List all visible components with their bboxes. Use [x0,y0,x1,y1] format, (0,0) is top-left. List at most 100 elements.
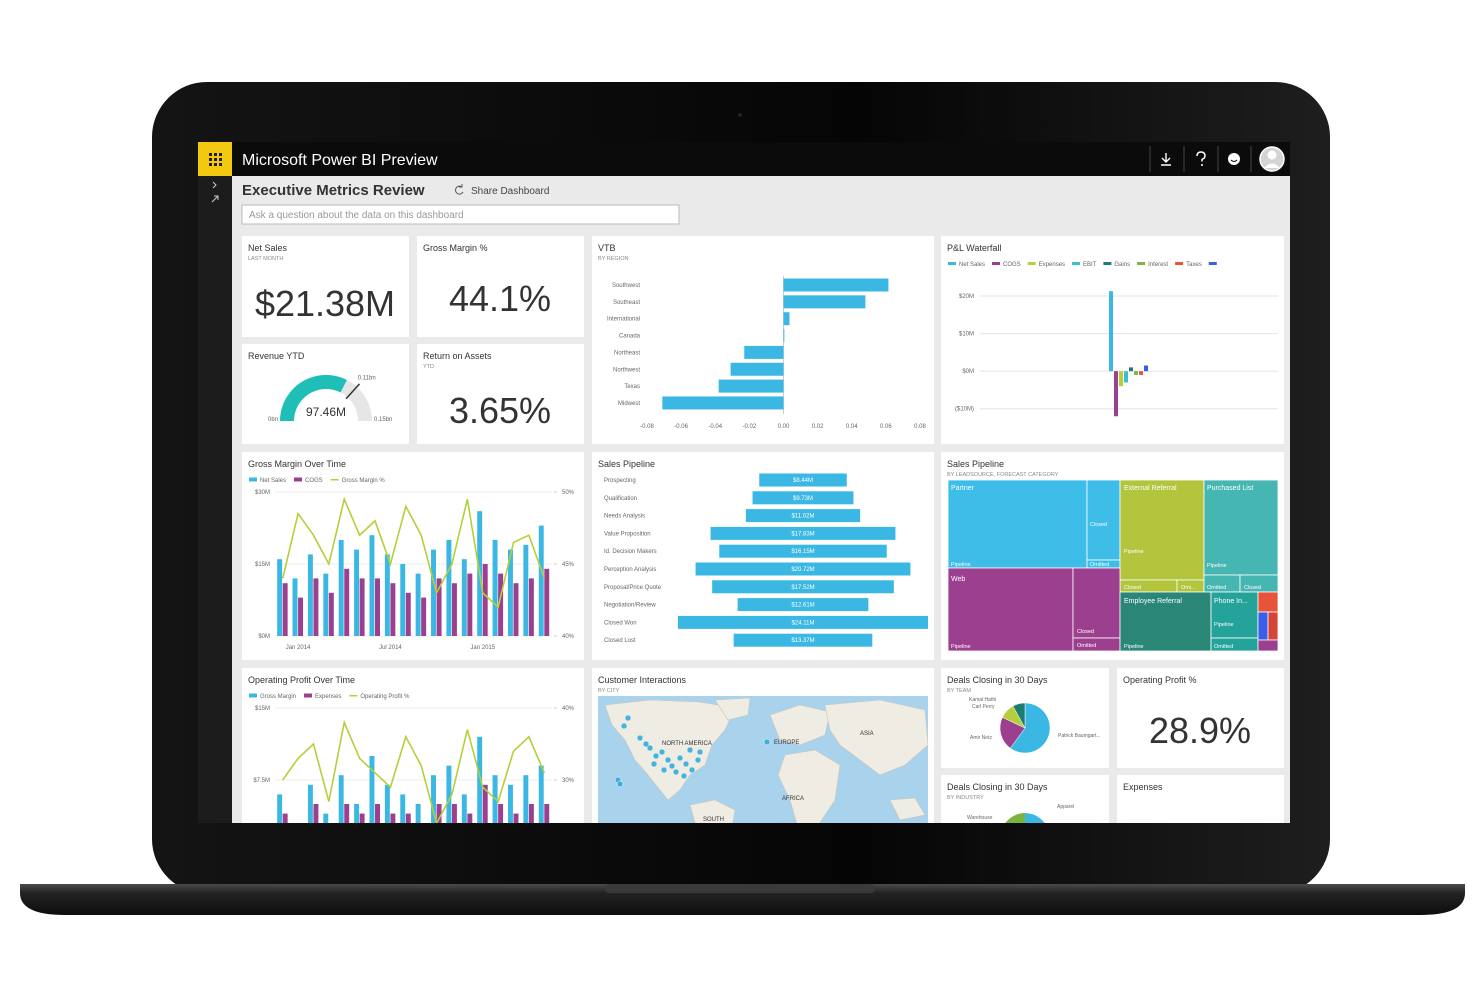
bar [446,765,452,823]
camera [738,113,742,117]
slice-label: Warehouse [967,815,993,821]
treemap-group-label: Purchased List [1207,485,1253,492]
treemap-cell [1257,591,1279,613]
map-point [763,738,771,746]
bar [482,784,488,823]
value-label: $20.72M [791,567,814,573]
treemap-cell [1119,591,1212,652]
x-tick-label: 0.06 [880,424,892,430]
category-label: Northwest [613,367,640,373]
treemap-part-label: Omitted [1090,562,1109,568]
bar [730,362,784,376]
toolbar-separators [1149,146,1252,172]
funnel-bar [733,633,873,647]
hinge-notch [605,884,875,893]
bar [375,578,380,636]
treemap-part-label: Closed [1244,585,1261,591]
map-point [652,752,660,760]
bar [451,804,457,823]
gauge-value-label: 97.46M [306,405,346,419]
card-title: Operating Profit % [1123,675,1197,685]
y2-tick-label: 50% [562,490,575,496]
category-label: Needs Analysis [604,514,645,520]
legend-swatch [1103,262,1112,265]
category-label: Perception Analysis [604,567,656,573]
card-title: Expenses [1123,782,1163,792]
category-label: Northeast [614,350,640,356]
y-tick-label: $20M [959,294,974,300]
map-land [714,697,751,721]
slice-label: Carl Perry [972,704,995,710]
card-value: 44.1% [449,278,551,319]
funnel-bar [719,544,887,558]
legend-swatch [304,693,313,698]
category-label: Southeast [613,300,640,306]
top-bar [198,142,1290,176]
treemap-part-label: Omitted [1214,644,1233,650]
map-point [668,762,676,770]
gauge-target [345,383,361,400]
legend-label: Interest [1148,262,1168,268]
treemap-cell [1072,567,1121,639]
share-dashboard[interactable]: Share Dashboard [471,186,549,197]
bar [507,549,513,636]
legend-swatch [992,262,1001,265]
bar [282,583,288,636]
download-icon[interactable] [1161,153,1171,166]
card-subtitle: LAST MONTH [248,256,283,262]
launcher-icon [209,153,222,166]
chart-subtitle: BY LEADSOURCE, FORECAST CATEGORY [947,472,1059,478]
bar [461,794,467,823]
category-label: Canada [619,334,641,340]
slice-label: Patrick Baumgart... [1058,733,1101,739]
bar [1134,371,1138,375]
bar [1139,371,1143,375]
bar [354,549,360,636]
bar [544,804,550,823]
nav-pin[interactable] [211,195,219,203]
y-tick-label: $15M [255,562,270,568]
left-nav [198,176,232,823]
treemap-cell [1267,611,1279,641]
feedback-icon[interactable] [1228,153,1240,165]
screen: Microsoft Power BI Preview Executive Met… [198,142,1290,823]
legend-swatch [294,477,303,482]
help-icon[interactable] [1196,151,1206,162]
x-tick-label: Jan 2015 [470,645,495,651]
bar [338,775,344,823]
treemap-cell [1119,479,1205,581]
bar [477,736,483,823]
bar [313,804,319,823]
map-point [686,746,694,754]
card-value: $21.38M [255,283,395,324]
pie-slice-decor [1005,813,1025,823]
category-label: Closed Won [604,620,637,626]
bar [744,345,784,359]
treemap-part-label: Pipeline [951,562,971,568]
legend-swatch [249,477,257,482]
legend-label: Net Sales [959,262,985,268]
bar [718,379,784,393]
category-label: Id. Decision Makers [604,549,657,555]
legend-swatch [1137,262,1146,265]
map-label: AFRICA [782,796,804,802]
legend-swatch [1072,262,1081,265]
bar [431,549,436,636]
treemap-cell [1086,479,1121,561]
card-title: Return on Assets [423,351,492,361]
bar [783,329,785,343]
question-box[interactable] [241,204,680,225]
funnel-bar [737,598,869,612]
share-icon[interactable] [455,184,464,195]
bar [298,597,304,636]
y2-tick-label: 30% [562,778,575,784]
treemap-part-label: Omitted [1207,585,1226,591]
bar [783,278,889,292]
category-label: International [607,317,640,323]
bar [436,804,442,823]
y-tick-label: $10M [959,332,974,338]
nav-expand[interactable] [212,181,217,189]
y-tick-label: ($10M) [955,407,974,413]
